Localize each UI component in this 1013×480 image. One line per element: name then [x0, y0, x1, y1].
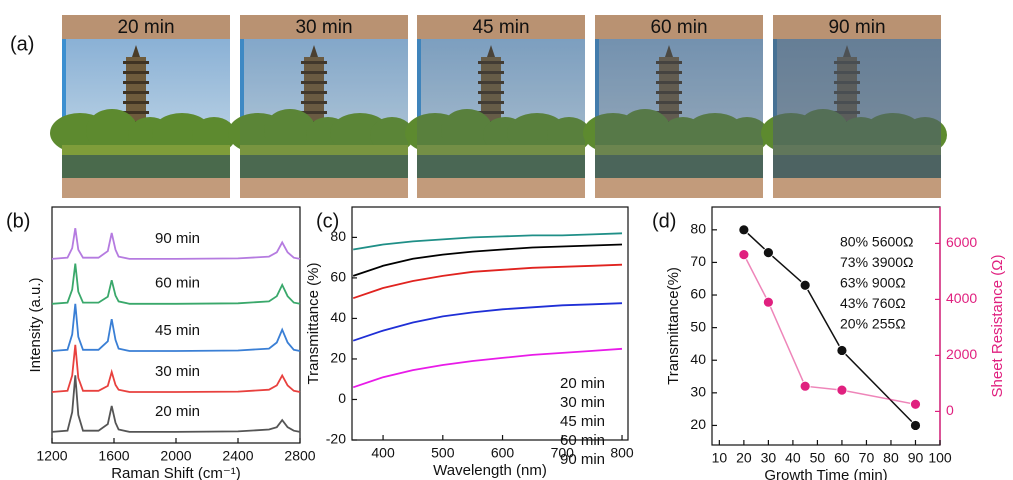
y-tick-label: 70	[690, 253, 706, 269]
photo-label: 60 min	[650, 17, 707, 38]
photo: 20 min	[50, 15, 236, 198]
y2-tick-label: 2000	[946, 346, 977, 362]
x-tick-label: 2000	[160, 448, 191, 464]
panel-label: (d)	[652, 210, 676, 232]
x-tick-label: 500	[431, 445, 455, 461]
x-tick-label: 2400	[222, 448, 253, 464]
annotation: 73% 3900Ω	[840, 254, 914, 270]
photo-label: 30 min	[295, 17, 352, 38]
y-tick-label: 20	[690, 416, 706, 432]
y-tick-label: 80	[330, 228, 346, 244]
series-line	[353, 303, 622, 341]
x-tick-label: 70	[859, 450, 875, 466]
x-tick-label: 80	[883, 450, 899, 466]
legend-entry: 30 min	[560, 394, 605, 411]
y2-tick-label: 0	[946, 402, 954, 418]
y-tick-label: 80	[690, 221, 706, 237]
y2-tick-label: 4000	[946, 290, 977, 306]
photo: 45 min	[405, 15, 591, 198]
annotation: 43% 760Ω	[840, 295, 906, 311]
tape-bottom	[240, 178, 408, 198]
photo: 30 min	[228, 15, 414, 198]
x-tick-label: 90	[908, 450, 924, 466]
series-label: 90 min	[155, 230, 200, 247]
x-tick-label: 1600	[98, 448, 129, 464]
series-marker	[739, 250, 749, 260]
x-tick-label: 1200	[36, 448, 67, 464]
series-label: 30 min	[155, 363, 200, 380]
y-tick-label: 40	[330, 309, 346, 325]
tape-bottom	[595, 178, 763, 198]
y-axis-title: Transmittance (%)	[305, 263, 322, 385]
series-marker	[800, 381, 810, 391]
y-axis-title: Intensity (a.u.)	[27, 277, 44, 372]
panel-label: (b)	[6, 210, 30, 232]
x-tick-label: 100	[928, 450, 952, 466]
y-tick-label: 40	[690, 351, 706, 367]
series-marker	[837, 345, 847, 355]
y-tick-label: 20	[330, 350, 346, 366]
photo: 90 min	[761, 15, 947, 198]
y2-tick-label: 6000	[946, 234, 977, 250]
photo-label: 45 min	[472, 17, 529, 38]
legend-entry: 45 min	[560, 413, 605, 430]
annotation: 80% 5600Ω	[840, 234, 914, 250]
panel-label: (a)	[10, 33, 34, 55]
x-tick-label: 10	[712, 450, 728, 466]
photo-label: 20 min	[117, 17, 174, 38]
series-label: 60 min	[155, 275, 200, 292]
legend-entry: 60 min	[560, 432, 605, 449]
x-tick-label: 50	[810, 450, 826, 466]
photo-haze	[417, 15, 585, 198]
tape-bottom	[62, 178, 230, 198]
y-tick-label: 30	[690, 384, 706, 400]
x-axis-title: Wavelength (nm)	[433, 462, 547, 479]
y-tick-label: 60	[690, 286, 706, 302]
photo-haze	[773, 15, 941, 198]
series-marker	[763, 297, 773, 307]
photo-haze	[595, 15, 763, 198]
series-marker	[763, 248, 773, 258]
y-axis-title: Transmittance(%)	[665, 267, 682, 385]
x-tick-label: 800	[610, 445, 634, 461]
series-marker	[910, 399, 920, 409]
series-line	[353, 233, 622, 249]
x-tick-label: 30	[761, 450, 777, 466]
photo-haze	[240, 15, 408, 198]
x-axis-title: Raman Shift (cm⁻¹)	[111, 465, 241, 480]
tape-bottom	[773, 178, 941, 198]
series-marker	[739, 225, 749, 235]
tape-bottom	[417, 178, 585, 198]
series-label: 45 min	[155, 322, 200, 339]
legend-entry: 20 min	[560, 375, 605, 392]
series-marker	[837, 385, 847, 395]
y-tick-label: 50	[690, 318, 706, 334]
series-marker	[910, 420, 920, 430]
x-tick-label: 2800	[284, 448, 315, 464]
x-tick-label: 20	[736, 450, 752, 466]
y-tick-label: 0	[338, 390, 346, 406]
x-tick-label: 600	[491, 445, 515, 461]
annotation: 20% 255Ω	[840, 316, 906, 332]
series-label: 20 min	[155, 403, 200, 420]
y-tick-label: -20	[326, 431, 346, 447]
photo-label: 90 min	[828, 17, 885, 38]
x-axis-title: Growth Time (min)	[764, 467, 887, 480]
x-tick-label: 400	[371, 445, 395, 461]
y2-axis-title: Sheet Resistance (Ω)	[989, 255, 1006, 398]
photo: 60 min	[583, 15, 769, 198]
x-tick-label: 60	[834, 450, 850, 466]
series-line	[353, 265, 622, 299]
series-marker	[800, 280, 810, 290]
x-tick-label: 40	[785, 450, 801, 466]
figure: (a) (b) (c) (d) 20 min30 min45 min60 min…	[0, 0, 1013, 480]
annotation: 63% 900Ω	[840, 275, 906, 291]
y-tick-label: 60	[330, 269, 346, 285]
legend-entry: 90 min	[560, 451, 605, 468]
